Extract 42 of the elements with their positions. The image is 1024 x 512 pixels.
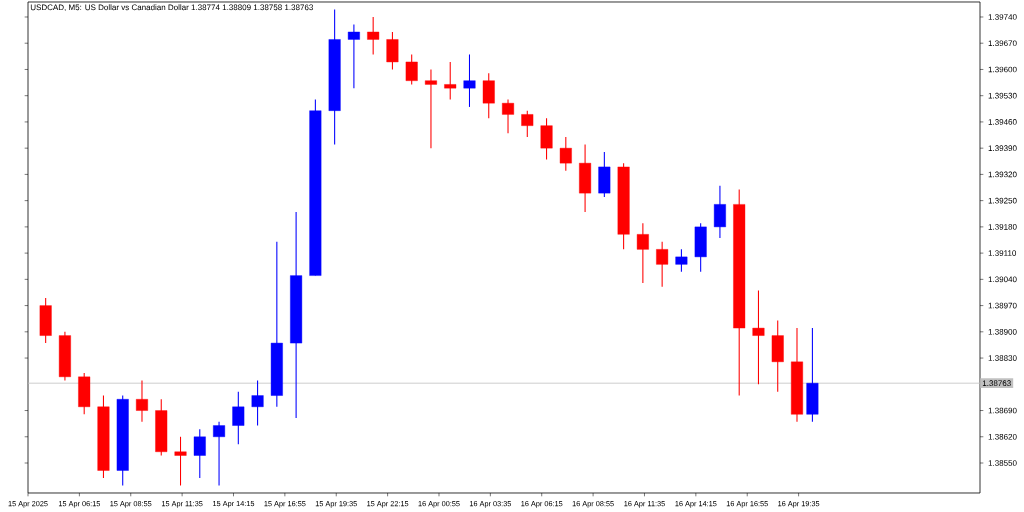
y-tick-label: 1.39530 xyxy=(988,92,1017,99)
candlestick xyxy=(444,61,457,100)
candlestick xyxy=(540,117,553,160)
candlestick xyxy=(482,72,495,119)
y-tick-label: 1.38900 xyxy=(988,328,1017,335)
candlestick xyxy=(213,421,226,486)
y-tick-label: 1.39460 xyxy=(988,119,1017,125)
candlestick xyxy=(675,248,688,273)
candlestick xyxy=(174,436,187,486)
y-tick-label: 1.39250 xyxy=(988,197,1017,204)
candlestick xyxy=(424,68,437,149)
y-tick-label: 1.38830 xyxy=(988,355,1017,361)
y-tick-label: 1.39600 xyxy=(988,66,1017,73)
y-tick-label: 1.39320 xyxy=(988,171,1017,178)
candlestick xyxy=(636,222,649,284)
y-tick-label: 1.38620 xyxy=(988,433,1017,440)
candlestick xyxy=(521,110,534,138)
candlestick xyxy=(136,379,148,423)
candlestick xyxy=(559,136,572,172)
candlestick xyxy=(405,53,418,85)
candlestick xyxy=(251,379,264,427)
y-tick-label: 1.39740 xyxy=(988,14,1017,20)
candlestick xyxy=(347,23,360,89)
candlestick xyxy=(386,31,399,70)
candlestick xyxy=(502,98,514,134)
y-tick-label: 1.39040 xyxy=(988,276,1017,283)
chart-title: USDCAD, M5: US Dollar vs Canadian Dollar 1.38774 1.38809 1.38758 1.38763 xyxy=(30,4,313,12)
y-tick-label: 1.39180 xyxy=(988,223,1017,230)
candlestick xyxy=(232,391,245,445)
y-tick-label: 1.38970 xyxy=(988,302,1017,309)
candlestick xyxy=(463,53,476,108)
y-tick-label: 1.39390 xyxy=(988,145,1017,151)
candlestick xyxy=(713,185,726,239)
y-tick-label: 1.39110 xyxy=(988,250,1017,256)
y-tick-label: 1.39670 xyxy=(988,40,1017,46)
candlestick xyxy=(752,289,765,385)
candlestick xyxy=(193,428,206,479)
candlestick xyxy=(367,16,380,55)
y-tick-label: 1.38550 xyxy=(988,460,1017,466)
ref-line-label: 1.38763 xyxy=(982,380,1011,386)
y-tick-label: 1.38690 xyxy=(988,407,1017,414)
candlestick xyxy=(656,241,669,288)
